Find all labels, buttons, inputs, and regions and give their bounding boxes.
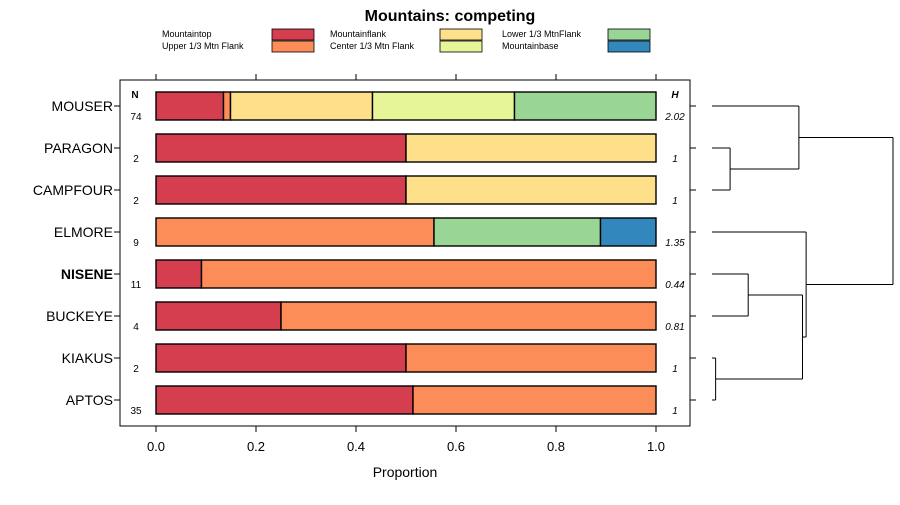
x-tick-label: 0.4 [347,439,365,454]
n-value: 9 [133,238,139,249]
row-labels: MOUSER 74 2.02 PARAGON 2 1 CAMPFOUR 2 1 ELMORE 9 1.… [33,98,696,417]
legend-label: Lower 1/3 MtnFlank [502,29,582,39]
bar-segment [155,175,407,205]
row-label: KIAKUS [62,350,113,366]
bar-segment [200,259,657,289]
n-value: 74 [130,112,142,123]
legend: Mountaintop Upper 1/3 Mtn Flank Mountainfl… [162,28,651,53]
n-value: 2 [133,364,139,375]
x-tick-label: 1.0 [647,439,665,454]
bar-segment [433,217,602,247]
legend-label: Upper 1/3 Mtn Flank [162,41,244,51]
h-value: 1 [672,196,678,207]
x-tick-label: 0.8 [547,439,565,454]
row-label: ELMORE [54,224,113,240]
h-column-header: H [671,90,679,101]
h-value: 0.44 [665,280,685,291]
legend-swatch [439,28,483,41]
h-value: 1 [672,154,678,165]
legend-swatch [271,40,315,53]
plot-frame [119,79,691,427]
x-tick-label: 0.6 [447,439,465,454]
x-axis: 0.0 0.2 0.4 0.6 0.8 1.0 [147,74,665,454]
bar-segment [405,133,657,163]
bar-segment [155,259,203,289]
n-value: 4 [133,322,139,333]
legend-label: Mountainflank [330,29,387,39]
h-value: 1 [672,364,678,375]
h-value: 1 [672,406,678,417]
n-value: 35 [130,406,142,417]
h-value: 1.35 [665,238,685,249]
n-column-header: N [131,90,138,101]
row-label: BUCKEYE [46,308,113,324]
bar-segment [155,301,282,331]
bar-segment [222,91,232,121]
legend-label: Mountainbase [502,41,559,51]
h-value: 0.81 [665,322,684,333]
row-label: NISENE [61,266,113,282]
bar-segment [599,217,657,247]
bar-segment [371,91,516,121]
x-tick-label: 0.2 [247,439,265,454]
bar-segment [412,385,657,415]
bar-segment [155,91,225,121]
dendrogram [712,105,894,401]
bar-segment [405,343,657,373]
n-value: 2 [133,154,139,165]
legend-label: Mountaintop [162,29,212,39]
bar-segment [405,175,657,205]
bar-segment [155,217,435,247]
legend-label: Center 1/3 Mtn Flank [330,41,415,51]
row-label: PARAGON [44,140,113,156]
bar-segment [229,91,374,121]
legend-swatch [439,40,483,53]
bar-segment [513,91,657,121]
row-label: MOUSER [52,98,113,114]
bar-segment [155,385,414,415]
n-value: 2 [133,196,139,207]
x-tick-label: 0.0 [147,439,165,454]
legend-swatch [271,28,315,41]
x-axis-label: Proportion [373,464,438,480]
bar-segment [280,301,657,331]
n-value: 11 [131,280,142,291]
bars [155,91,657,415]
row-label: CAMPFOUR [33,182,113,198]
legend-swatch [607,40,651,53]
h-value: 2.02 [664,112,685,123]
legend-swatch [607,28,651,41]
row-label: APTOS [66,392,113,408]
bar-segment [155,133,407,163]
chart-title: Mountains: competing [365,8,536,25]
bar-segment [155,343,407,373]
